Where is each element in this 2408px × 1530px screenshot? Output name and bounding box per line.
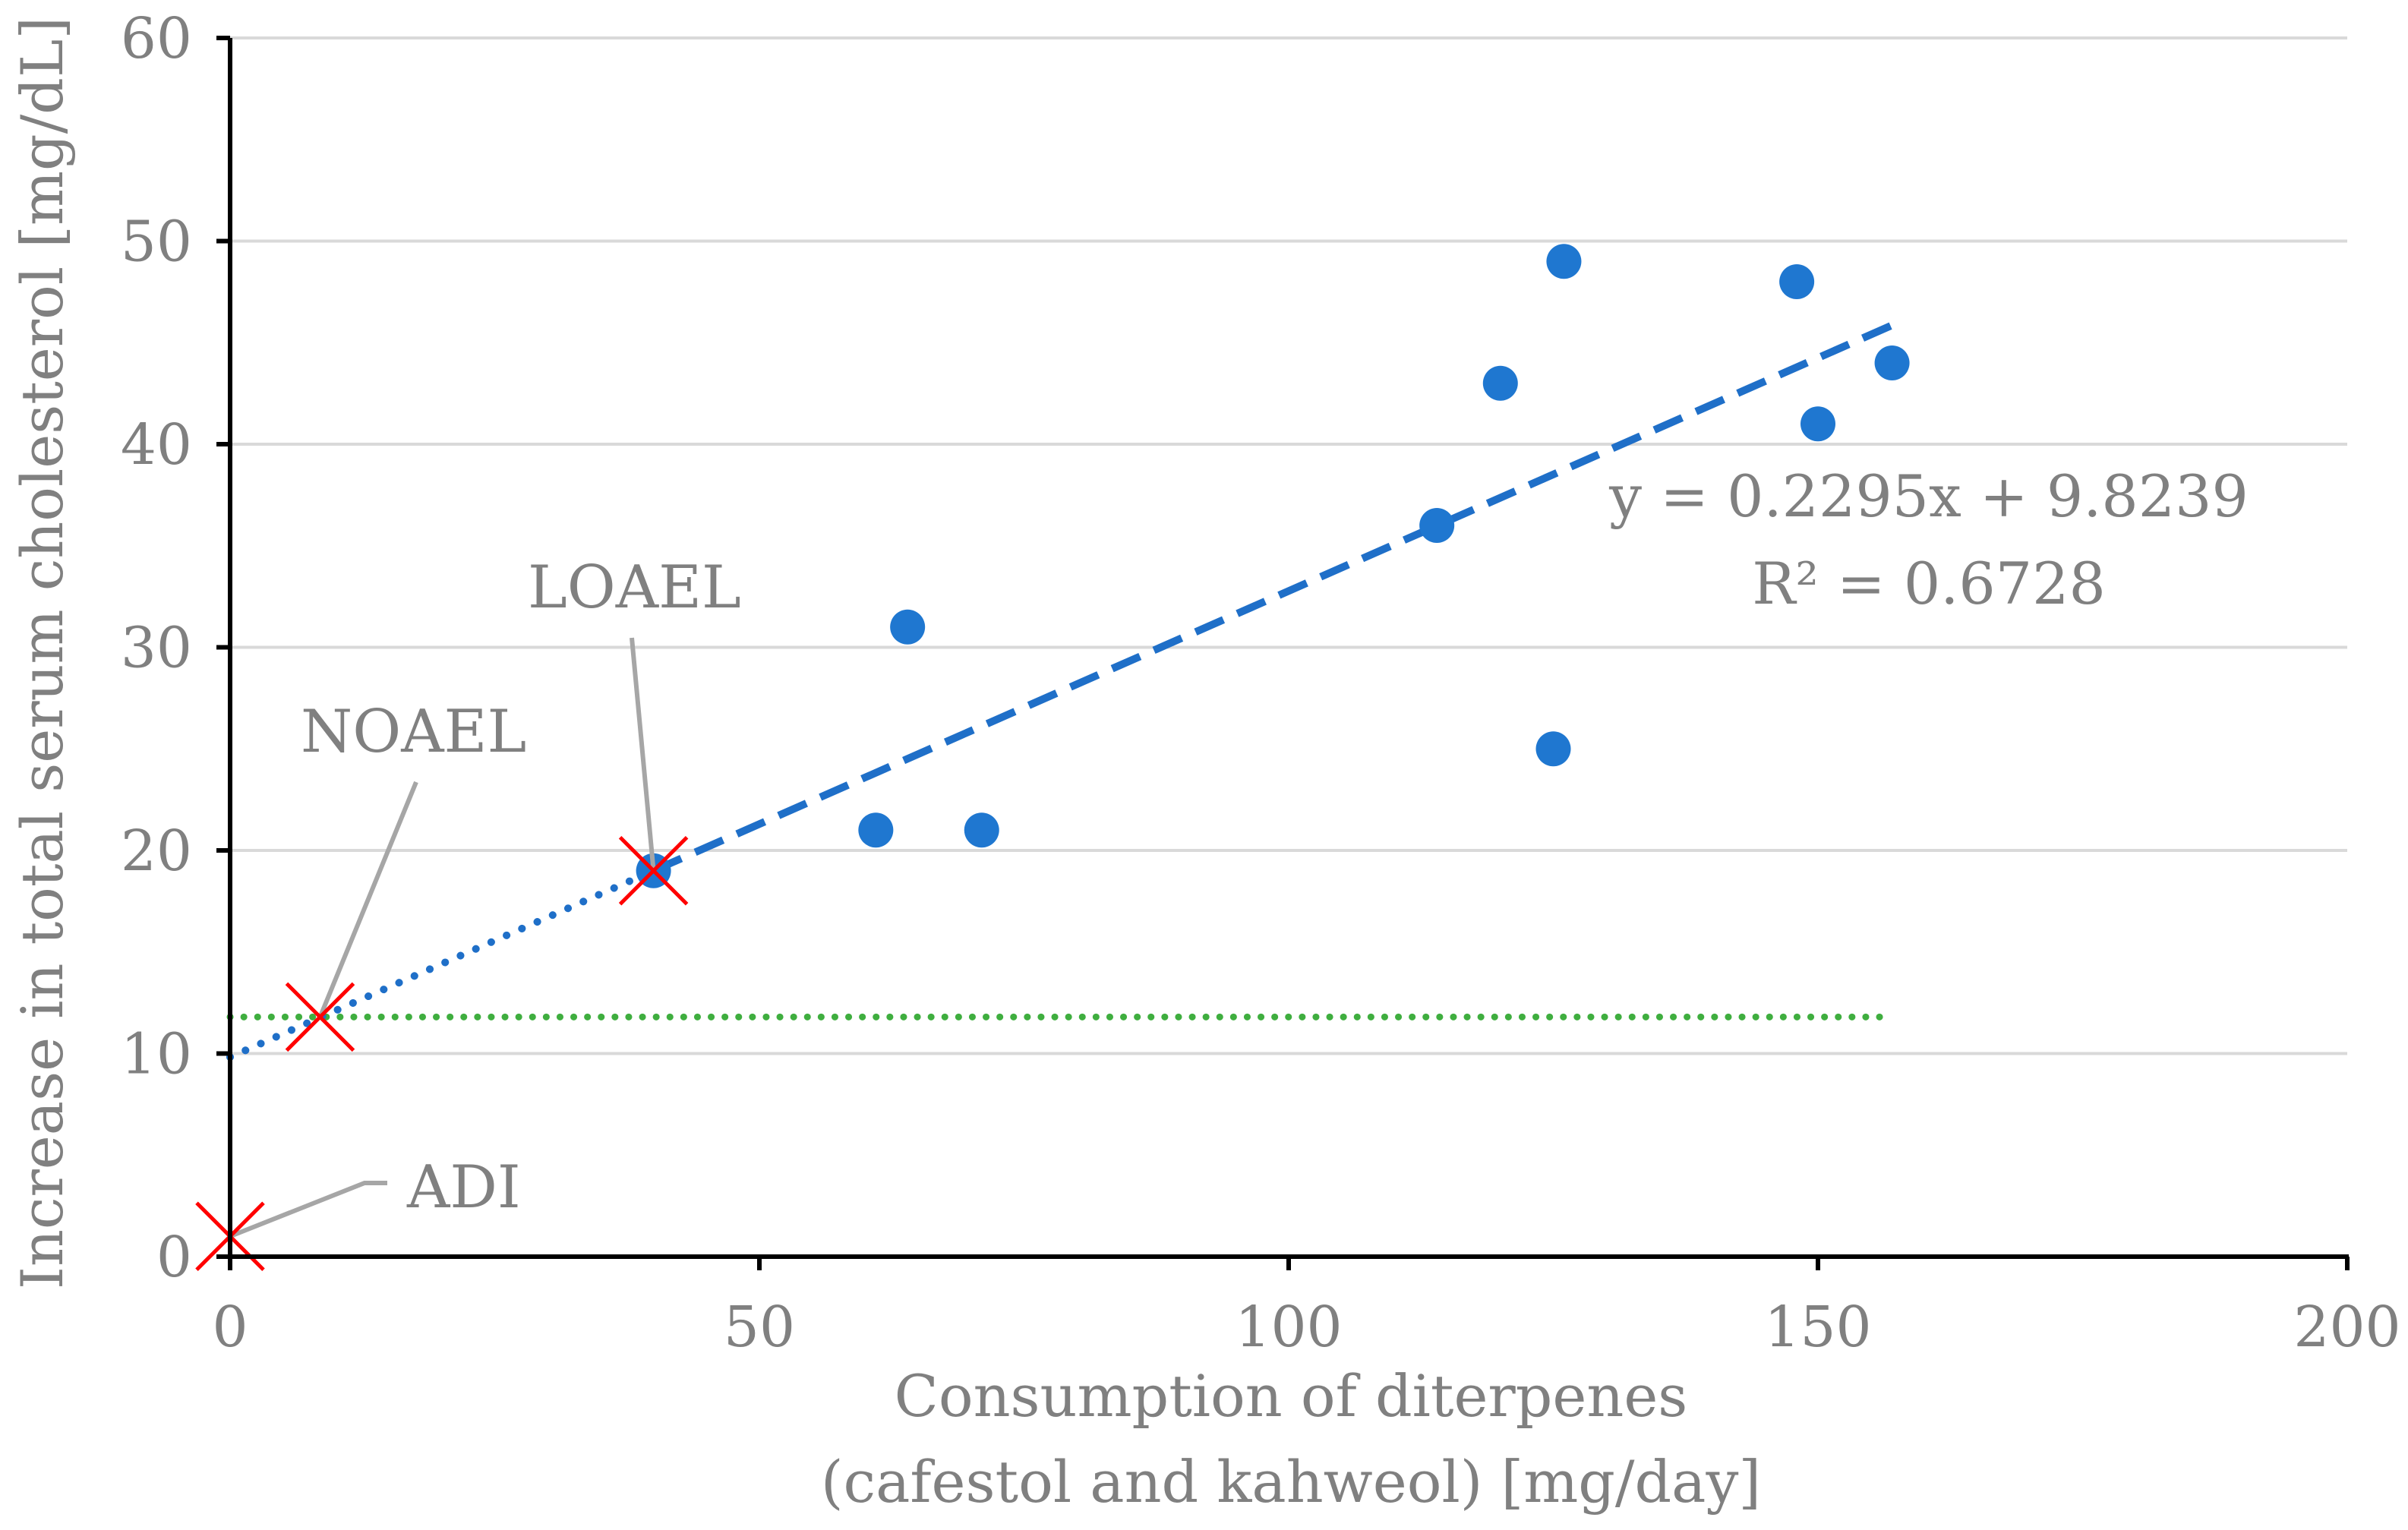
y-tick-label-40: 40 bbox=[121, 412, 192, 478]
data-point-6 bbox=[1482, 365, 1518, 401]
adi-label: ADI bbox=[406, 1153, 521, 1222]
noael-leader-line bbox=[317, 781, 418, 1018]
x-tick-label-0: 0 bbox=[212, 1295, 248, 1360]
trendline bbox=[226, 321, 1894, 1062]
data-point-9 bbox=[1779, 264, 1815, 299]
y-tick-label-60: 60 bbox=[121, 6, 192, 71]
x-tick-label-200: 200 bbox=[2293, 1295, 2400, 1360]
loael-label: LOAEL bbox=[528, 554, 741, 622]
loael-marker bbox=[618, 835, 689, 906]
y-axis-title: Increase in total serum cholesterol [mg/… bbox=[8, 17, 76, 1289]
trendline-equation: y = 0.2295x + 9.8239 bbox=[1608, 462, 2249, 530]
axes bbox=[216, 36, 2350, 1270]
loael-marker-stroke-b bbox=[618, 835, 689, 906]
data-points bbox=[636, 244, 1910, 888]
data-point-3 bbox=[890, 609, 926, 645]
trendline-extrapolated bbox=[226, 866, 658, 1062]
data-point-2 bbox=[858, 812, 894, 848]
noael-marker-stroke-b bbox=[285, 982, 355, 1052]
noael-marker bbox=[285, 982, 355, 1052]
x-axis-title-line1: Consumption of diterpenes bbox=[895, 1362, 1688, 1430]
y-tick-label-30: 30 bbox=[121, 616, 192, 681]
data-point-7 bbox=[1535, 731, 1571, 767]
tick-labels: 0 50 100 150 200 0 10 20 30 40 50 60 bbox=[121, 6, 2401, 1360]
data-point-5 bbox=[1419, 508, 1455, 543]
x-axis-title-line2: (cafestol and kahweol) [mg/day] bbox=[821, 1448, 1761, 1516]
x-tick-label-150: 150 bbox=[1764, 1295, 1871, 1360]
annotation-leaders bbox=[229, 637, 656, 1239]
trendline-fitted bbox=[652, 321, 1894, 875]
adi-leader-line bbox=[229, 1181, 387, 1239]
gridlines bbox=[230, 36, 2347, 1055]
x-tick-label-100: 100 bbox=[1235, 1295, 1342, 1360]
data-point-8 bbox=[1546, 244, 1582, 279]
y-tick-label-20: 20 bbox=[121, 819, 192, 884]
data-point-4 bbox=[964, 812, 999, 848]
loael-leader-line bbox=[630, 637, 656, 872]
y-tick-label-50: 50 bbox=[121, 210, 192, 275]
y-tick-label-0: 0 bbox=[156, 1225, 192, 1290]
data-point-10 bbox=[1800, 406, 1835, 442]
x-tick-label-50: 50 bbox=[724, 1295, 795, 1360]
noael-label: NOAEL bbox=[301, 698, 526, 766]
trendline-r2: R² = 0.6728 bbox=[1752, 550, 2106, 617]
data-point-11 bbox=[1874, 345, 1910, 380]
y-tick-label-10: 10 bbox=[121, 1022, 192, 1087]
